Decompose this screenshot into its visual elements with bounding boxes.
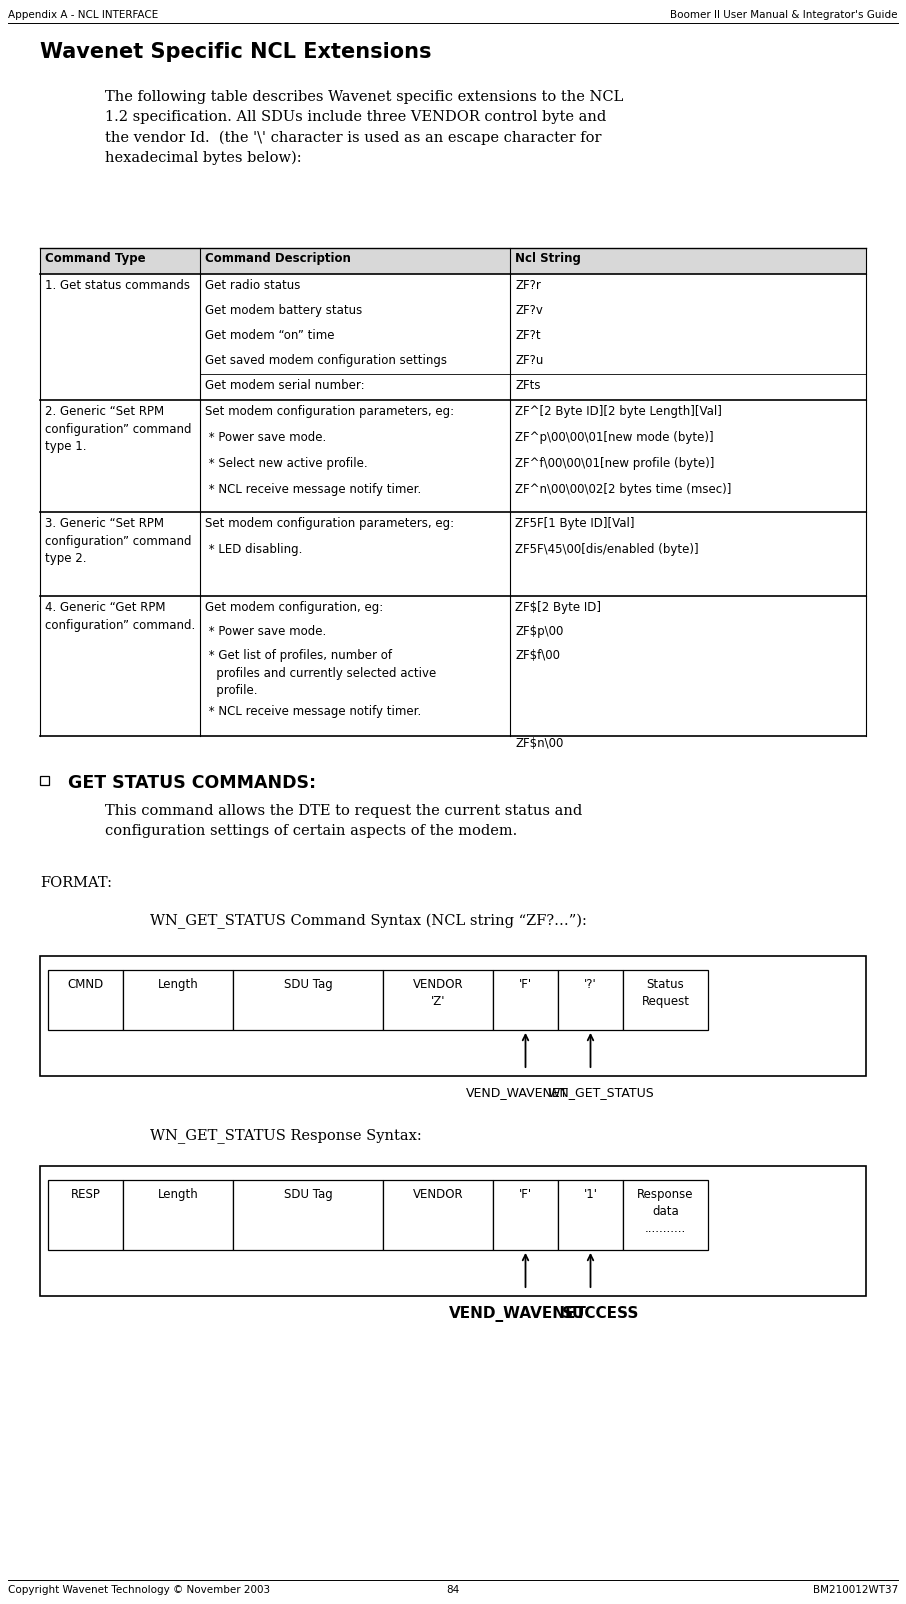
Text: ZF?t: ZF?t — [515, 329, 541, 342]
Bar — [233, 1181, 383, 1250]
Bar — [623, 970, 708, 1030]
Text: ZF$[2 Byte ID]: ZF$[2 Byte ID] — [515, 602, 601, 614]
Text: Copyright Wavenet Technology © November 2003: Copyright Wavenet Technology © November … — [8, 1585, 270, 1594]
Text: ZF^[2 Byte ID][2 byte Length][Val]: ZF^[2 Byte ID][2 byte Length][Val] — [515, 404, 722, 419]
Text: * NCL receive message notify timer.: * NCL receive message notify timer. — [205, 706, 421, 719]
Text: The following table describes Wavenet specific extensions to the NCL
1.2 specifi: The following table describes Wavenet sp… — [105, 90, 623, 165]
Text: ZF?u: ZF?u — [515, 354, 544, 367]
Text: Status
Request: Status Request — [641, 978, 689, 1007]
Text: SDU Tag: SDU Tag — [284, 1189, 333, 1201]
Text: Wavenet Specific NCL Extensions: Wavenet Specific NCL Extensions — [40, 42, 431, 63]
Text: GET STATUS COMMANDS:: GET STATUS COMMANDS: — [56, 775, 316, 792]
Bar — [558, 970, 623, 1030]
Bar — [558, 1181, 623, 1250]
Text: ZF5F[1 Byte ID][Val]: ZF5F[1 Byte ID][Val] — [515, 516, 634, 529]
Text: Set modem configuration parameters, eg:: Set modem configuration parameters, eg: — [205, 404, 454, 419]
Text: 84: 84 — [447, 1585, 459, 1594]
Text: ZF^n\00\00\02[2 bytes time (msec)]: ZF^n\00\00\02[2 bytes time (msec)] — [515, 483, 731, 496]
Text: ZF$p\00: ZF$p\00 — [515, 626, 564, 638]
Text: ZF^p\00\00\01[new mode (byte)]: ZF^p\00\00\01[new mode (byte)] — [515, 431, 714, 444]
Bar — [48, 1181, 123, 1250]
Text: Ncl String: Ncl String — [515, 252, 581, 265]
Text: RESP: RESP — [71, 1189, 101, 1201]
Text: VENDOR: VENDOR — [413, 1189, 463, 1201]
Text: ZF$n\00: ZF$n\00 — [515, 736, 564, 751]
Text: Get modem serial number:: Get modem serial number: — [205, 379, 364, 391]
Text: 2. Generic “Set RPM
configuration” command
type 1.: 2. Generic “Set RPM configuration” comma… — [45, 404, 191, 452]
Text: ZF^f\00\00\01[new profile (byte)]: ZF^f\00\00\01[new profile (byte)] — [515, 457, 714, 470]
Text: CMND: CMND — [67, 978, 103, 991]
Text: FORMAT:: FORMAT: — [40, 876, 112, 890]
Bar — [40, 776, 49, 784]
Text: * LED disabling.: * LED disabling. — [205, 544, 303, 557]
Text: WN_GET_STATUS: WN_GET_STATUS — [547, 1086, 654, 1099]
Text: 3. Generic “Set RPM
configuration” command
type 2.: 3. Generic “Set RPM configuration” comma… — [45, 516, 191, 565]
Text: 1. Get status commands: 1. Get status commands — [45, 279, 190, 292]
Bar — [383, 970, 493, 1030]
Text: * NCL receive message notify timer.: * NCL receive message notify timer. — [205, 483, 421, 496]
Text: Get radio status: Get radio status — [205, 279, 301, 292]
Bar — [623, 1181, 708, 1250]
Text: 'F': 'F' — [519, 1189, 532, 1201]
Text: SUCCESS: SUCCESS — [562, 1306, 640, 1322]
Text: WN_GET_STATUS Command Syntax (NCL string “ZF?…”):: WN_GET_STATUS Command Syntax (NCL string… — [150, 914, 587, 929]
Text: ZF?v: ZF?v — [515, 305, 543, 318]
Text: * Power save mode.: * Power save mode. — [205, 626, 326, 638]
Text: ZF?r: ZF?r — [515, 279, 541, 292]
Bar — [233, 970, 383, 1030]
Text: Set modem configuration parameters, eg:: Set modem configuration parameters, eg: — [205, 516, 454, 529]
Text: '?': '?' — [584, 978, 597, 991]
Text: Appendix A - NCL INTERFACE: Appendix A - NCL INTERFACE — [8, 10, 159, 19]
Text: WN_GET_STATUS Response Syntax:: WN_GET_STATUS Response Syntax: — [150, 1128, 422, 1144]
Text: SDU Tag: SDU Tag — [284, 978, 333, 991]
Text: Get saved modem configuration settings: Get saved modem configuration settings — [205, 354, 447, 367]
Bar — [48, 970, 123, 1030]
Text: Boomer II User Manual & Integrator's Guide: Boomer II User Manual & Integrator's Gui… — [670, 10, 898, 19]
Text: Response
data
...........: Response data ........... — [637, 1189, 694, 1235]
Text: * Get list of profiles, number of
   profiles and currently selected active
   p: * Get list of profiles, number of profil… — [205, 650, 437, 698]
Text: Get modem “on” time: Get modem “on” time — [205, 329, 334, 342]
Bar — [123, 970, 233, 1030]
Text: BM210012WT37: BM210012WT37 — [813, 1585, 898, 1594]
Bar — [40, 956, 866, 1076]
Bar — [40, 249, 866, 274]
Text: '1': '1' — [583, 1189, 597, 1201]
Text: Command Type: Command Type — [45, 252, 146, 265]
Text: Get modem configuration, eg:: Get modem configuration, eg: — [205, 602, 383, 614]
Text: VEND_WAVENET: VEND_WAVENET — [448, 1306, 586, 1322]
Bar — [40, 1166, 866, 1296]
Text: * Select new active profile.: * Select new active profile. — [205, 457, 368, 470]
Text: ZFts: ZFts — [515, 379, 541, 391]
Text: * Power save mode.: * Power save mode. — [205, 431, 326, 444]
Text: 4. Generic “Get RPM
configuration” command.: 4. Generic “Get RPM configuration” comma… — [45, 602, 196, 632]
Text: 'F': 'F' — [519, 978, 532, 991]
Text: VEND_WAVENET: VEND_WAVENET — [467, 1086, 569, 1099]
Text: Length: Length — [158, 1189, 198, 1201]
Text: VENDOR
'Z': VENDOR 'Z' — [413, 978, 463, 1007]
Bar — [493, 1181, 558, 1250]
Text: ZF$f\00: ZF$f\00 — [515, 650, 560, 662]
Text: Command Description: Command Description — [205, 252, 351, 265]
Text: Get modem battery status: Get modem battery status — [205, 305, 362, 318]
Text: This command allows the DTE to request the current status and
configuration sett: This command allows the DTE to request t… — [105, 804, 583, 837]
Bar — [493, 970, 558, 1030]
Bar — [123, 1181, 233, 1250]
Text: ZF5F\45\00[dis/enabled (byte)]: ZF5F\45\00[dis/enabled (byte)] — [515, 544, 699, 557]
Bar — [383, 1181, 493, 1250]
Text: Length: Length — [158, 978, 198, 991]
